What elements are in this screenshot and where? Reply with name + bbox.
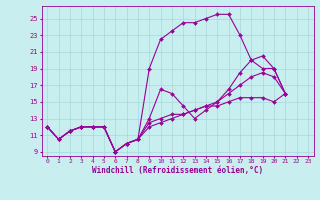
X-axis label: Windchill (Refroidissement éolien,°C): Windchill (Refroidissement éolien,°C): [92, 166, 263, 175]
